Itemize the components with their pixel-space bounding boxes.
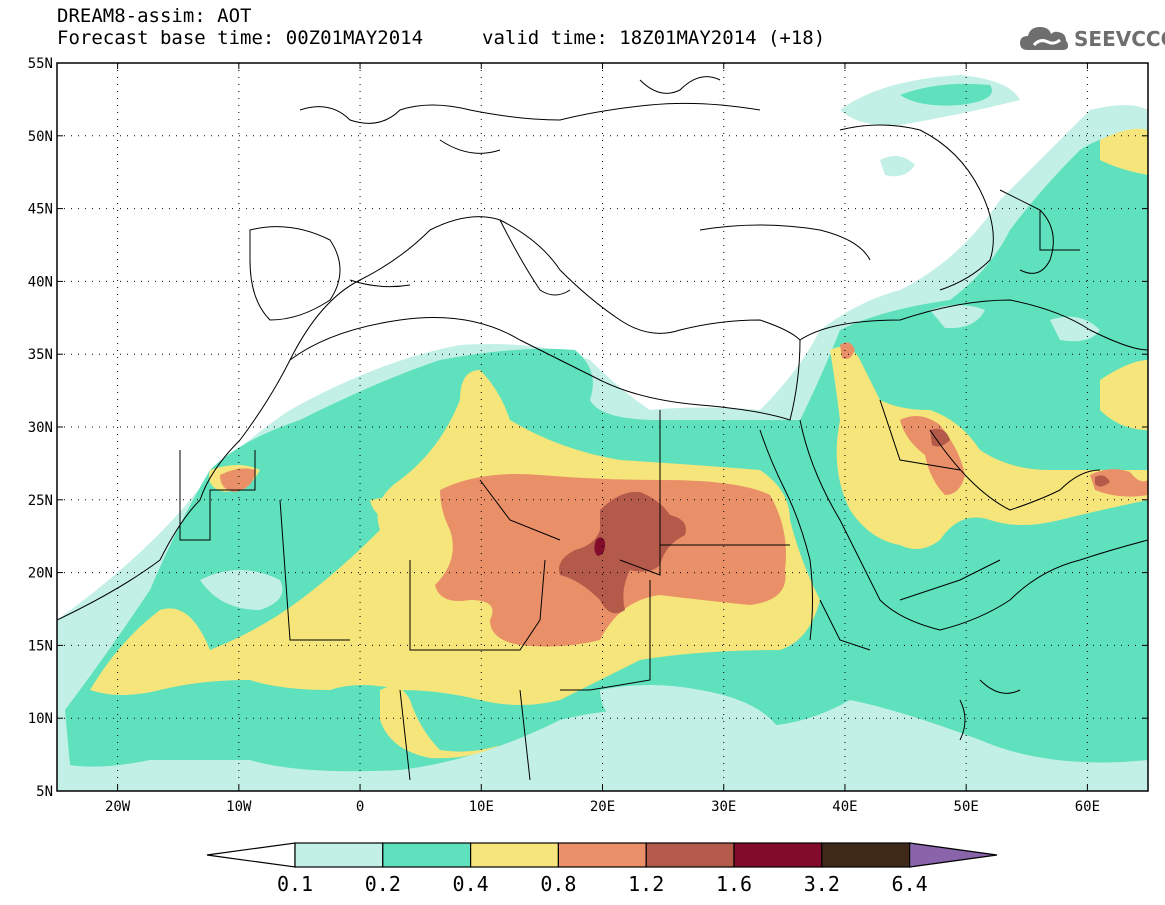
colorbar-label: 6.4 — [892, 872, 928, 896]
lon-tick-label: 20E — [590, 799, 615, 815]
lon-tick-label: 40E — [832, 799, 857, 815]
colorbar-swatch — [382, 842, 472, 868]
colorbar-swatch — [821, 842, 911, 868]
colorbar-label: 3.2 — [804, 872, 840, 896]
colorbar-label: 1.2 — [628, 872, 664, 896]
aot-level-0.1-inner — [200, 305, 1100, 739]
lon-tick-label: 10E — [469, 799, 494, 815]
colorbar-swatch — [733, 842, 823, 868]
forecast-base-time: Forecast base time: 00Z01MAY2014 — [57, 27, 424, 49]
colorbar-arrow-low — [206, 842, 296, 868]
lat-tick-label: 55N — [28, 56, 53, 72]
colorbar-swatch — [645, 842, 735, 868]
map-title: DREAM8-assim: AOT — [57, 5, 252, 27]
lat-tick-label: 25N — [28, 493, 53, 509]
seevccc-logo: SEEVCCC — [1018, 22, 1165, 56]
colorbar-swatch — [470, 842, 560, 868]
lat-ticks: 55N 50N 45N 40N 35N 30N 25N 20N 15N 10N 5N — [28, 56, 1148, 800]
lat-tick-label: 40N — [28, 274, 53, 290]
cloud-icon — [1020, 27, 1068, 50]
lat-tick-label: 15N — [28, 638, 53, 654]
valid-time: valid time: 18Z01MAY2014 (+18) — [482, 27, 826, 49]
lon-tick-label: 30E — [711, 799, 736, 815]
coastlines — [57, 76, 1148, 790]
lon-tick-label: 0 — [356, 799, 364, 815]
lon-tick-label: 20W — [105, 799, 131, 815]
aot-level-1.2 — [559, 428, 1110, 614]
colorbar-label: 0.8 — [540, 872, 576, 896]
lat-tick-label: 30N — [28, 420, 53, 436]
colorbar-label: 0.2 — [365, 872, 401, 896]
aot-level-1.6 — [594, 537, 606, 556]
colorbar-swatch — [294, 842, 384, 868]
lat-tick-label: 50N — [28, 129, 53, 145]
colorbar-arrow-high — [908, 842, 998, 868]
logo-text: SEEVCCC — [1074, 27, 1165, 51]
lat-tick-label: 5N — [36, 784, 53, 800]
lon-tick-label: 60E — [1075, 799, 1100, 815]
colorbar-swatch — [557, 842, 647, 868]
grid — [57, 63, 1148, 791]
colorbar-label: 0.1 — [277, 872, 313, 896]
lat-tick-label: 45N — [28, 202, 53, 218]
colorbar-label: 0.4 — [453, 872, 489, 896]
lat-tick-label: 20N — [28, 566, 53, 582]
lon-tick-label: 50E — [954, 799, 979, 815]
lat-tick-label: 10N — [28, 711, 53, 727]
lon-tick-label: 10W — [226, 799, 252, 815]
lat-tick-label: 35N — [28, 347, 53, 363]
colorbar: 0.1 0.2 0.4 0.8 1.2 1.6 3.2 6.4 — [206, 842, 998, 896]
colorbar-label: 1.6 — [716, 872, 752, 896]
lon-ticks: 20W 10W 0 10E 20E 30E 40E 50E 60E — [105, 63, 1100, 815]
